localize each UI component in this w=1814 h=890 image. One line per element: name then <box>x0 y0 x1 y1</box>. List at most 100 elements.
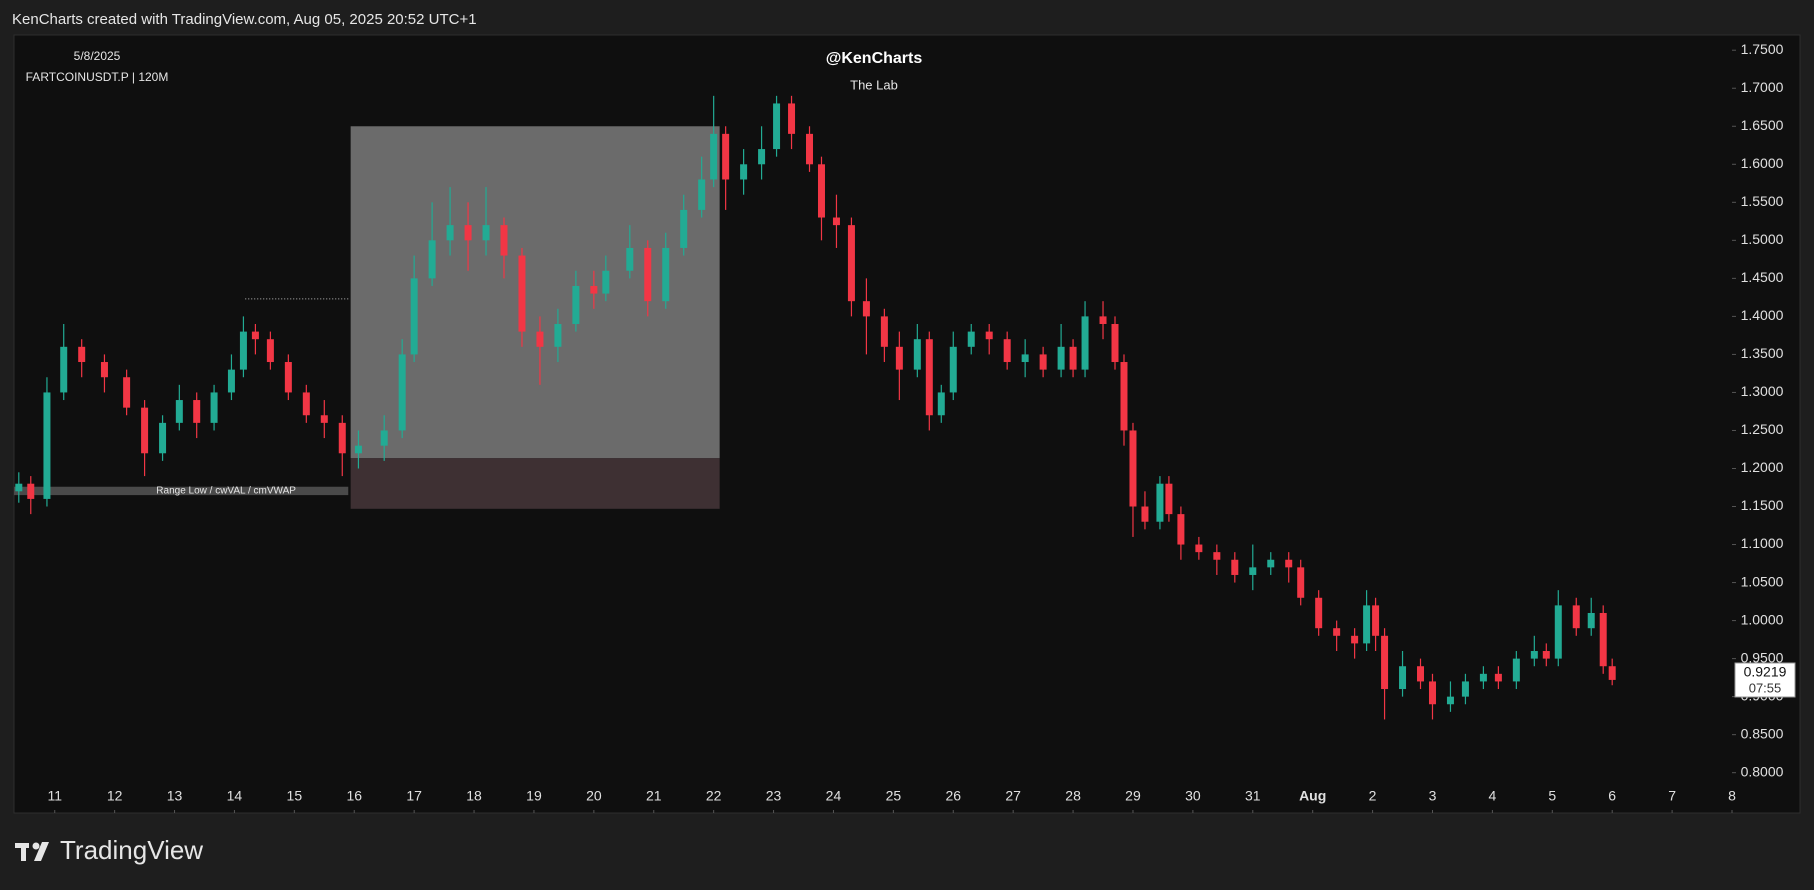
candle-body <box>1099 316 1107 324</box>
candle-body <box>1572 605 1580 629</box>
x-tick-label: 7 <box>1668 788 1676 804</box>
x-tick-label: 28 <box>1065 788 1081 804</box>
symbol-date: 5/8/2025 <box>74 49 121 63</box>
zone <box>350 458 720 509</box>
candle-body <box>1428 681 1436 705</box>
candle-body <box>500 225 508 256</box>
candle-body <box>722 133 730 180</box>
x-tick-label: 13 <box>167 788 183 804</box>
candle-body <box>880 316 888 347</box>
candle-body <box>123 377 131 408</box>
candle-body <box>925 339 933 416</box>
x-tick-label: 27 <box>1005 788 1021 804</box>
y-tick-label: 0.8000 <box>1741 763 1784 779</box>
x-tick-label: 31 <box>1245 788 1261 804</box>
candle-body <box>1156 483 1164 522</box>
y-tick-label: 1.5000 <box>1741 231 1784 247</box>
candle-body <box>1165 483 1173 515</box>
y-tick-label: 1.3000 <box>1741 383 1784 399</box>
candle-body <box>862 301 870 317</box>
candle-body <box>1081 316 1089 370</box>
candle-body <box>1446 696 1454 705</box>
candle-body <box>590 285 598 294</box>
watermark-subtitle: The Lab <box>850 77 898 92</box>
x-tick-label: 21 <box>646 788 662 804</box>
y-tick-label: 1.0500 <box>1741 573 1784 589</box>
candle-body <box>710 133 718 180</box>
header: KenCharts created with TradingView.com, … <box>12 11 477 28</box>
y-tick-label: 1.2500 <box>1741 421 1784 437</box>
candle-body <box>895 346 903 370</box>
x-tick-label: 2 <box>1369 788 1377 804</box>
x-tick-label: 22 <box>706 788 722 804</box>
x-tick-label: 4 <box>1488 788 1496 804</box>
y-tick-label: 1.2000 <box>1741 459 1784 475</box>
candle-body <box>967 331 975 347</box>
x-tick-label: 23 <box>766 788 782 804</box>
x-tick-label: 26 <box>945 788 961 804</box>
candle-body <box>913 339 921 370</box>
candle-body <box>644 247 652 302</box>
candle-body <box>1417 666 1425 682</box>
y-tick-label: 1.7000 <box>1741 79 1784 95</box>
candle-body <box>847 225 855 302</box>
candle-body <box>1003 339 1011 363</box>
candle-body <box>806 133 814 165</box>
candle-body <box>1249 567 1257 575</box>
x-tick-label: 3 <box>1429 788 1437 804</box>
candle-body <box>27 483 35 499</box>
candle-body <box>1120 362 1128 431</box>
candle-body <box>354 445 362 454</box>
candle-body <box>1512 658 1520 682</box>
x-tick-label: 8 <box>1728 788 1736 804</box>
candle-body <box>175 400 183 423</box>
candle-body <box>985 331 993 340</box>
x-tick-label: 18 <box>466 788 482 804</box>
candle-body <box>1530 651 1538 659</box>
candle-body <box>1267 559 1275 568</box>
candle-body <box>60 346 68 393</box>
y-tick-label: 1.6500 <box>1741 117 1784 133</box>
candle-body <box>398 354 406 431</box>
candle-body <box>1363 605 1371 644</box>
candle-body <box>1333 628 1341 636</box>
y-tick-label: 1.4000 <box>1741 307 1784 323</box>
y-tick-label: 1.1000 <box>1741 535 1784 551</box>
candle-body <box>602 270 610 294</box>
candle-body <box>15 483 23 492</box>
candle-body <box>284 362 292 393</box>
candle-body <box>1461 681 1469 697</box>
x-tick-label: 15 <box>287 788 303 804</box>
candle-body <box>1542 651 1550 659</box>
range-band <box>14 486 349 496</box>
candle-body <box>1111 323 1119 363</box>
candle-body <box>1599 612 1607 667</box>
y-tick-label: 1.3500 <box>1741 345 1784 361</box>
candle-body <box>380 430 388 446</box>
candle-body <box>251 331 259 340</box>
range-band-label: Range Low / cwVAL / cmVWAP <box>156 486 296 497</box>
candle-body <box>1177 514 1185 545</box>
candle-body <box>1587 612 1595 629</box>
candle-body <box>78 346 86 363</box>
candle-body <box>141 407 149 454</box>
x-tick-label: 11 <box>47 788 62 804</box>
symbol: FARTCOINUSDT.P | 120M <box>26 70 169 84</box>
x-tick-label: 12 <box>107 788 123 804</box>
y-tick-label: 1.5500 <box>1741 193 1784 209</box>
candle-body <box>482 225 490 241</box>
candle-body <box>239 331 247 370</box>
candle-body <box>1479 673 1487 682</box>
candle-body <box>410 278 418 355</box>
candle-body <box>680 209 688 248</box>
candle-body <box>554 323 562 347</box>
candle-body <box>949 346 957 393</box>
candle-body <box>518 255 526 332</box>
candle-body <box>1129 430 1137 507</box>
y-tick-label: 1.7500 <box>1741 41 1784 57</box>
candle-body <box>43 392 51 499</box>
footer-logo: TradingView <box>60 835 203 865</box>
candle-body <box>773 103 781 150</box>
x-tick-label: 5 <box>1548 788 1556 804</box>
candle-body <box>662 247 670 302</box>
